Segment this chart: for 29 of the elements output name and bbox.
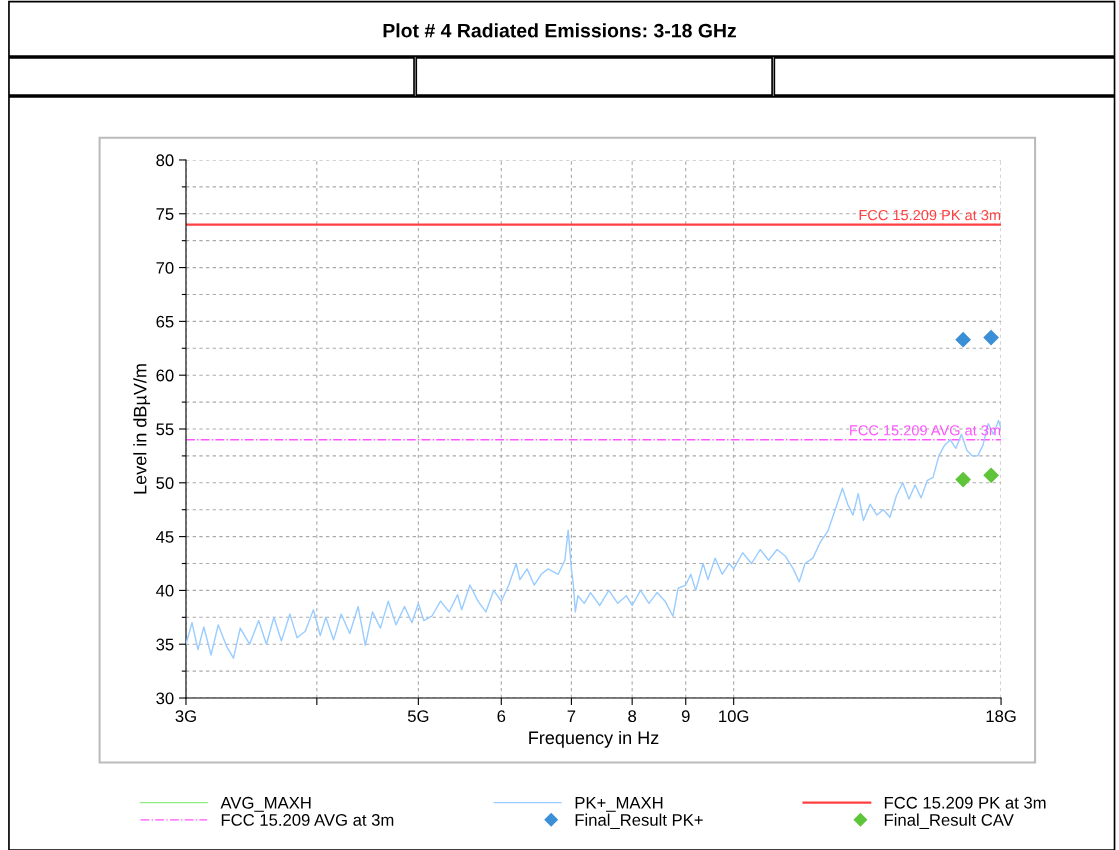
x-tick-label: 9 bbox=[681, 710, 690, 723]
x-tick-label: 7 bbox=[567, 710, 576, 722]
x-tick-label: 6 bbox=[497, 710, 506, 723]
legend-label: Final_Result CAV bbox=[884, 813, 1014, 830]
text: FCC 15.209 PK at 3m bbox=[884, 796, 1046, 809]
x-tick-label: 18G bbox=[986, 710, 1016, 723]
ref-line-label: FCC 15.209 PK at 3m bbox=[859, 209, 1001, 221]
y-tick-label: 75 bbox=[156, 208, 174, 220]
legend-label: Final_Result PK+ bbox=[575, 813, 703, 830]
y-tick-label: 55 bbox=[156, 423, 174, 436]
x-tick-label: 8 bbox=[628, 710, 637, 723]
chart-title: Plot # 4 Radiated Emissions: 3-18 GHz bbox=[383, 23, 737, 38]
legend-label: PK+_MAXH bbox=[575, 797, 663, 812]
y-axis-title: Level in dBµV/m bbox=[133, 364, 151, 494]
x-tick-label: 5G bbox=[407, 710, 429, 723]
y-tick-label: 40 bbox=[156, 584, 174, 597]
legend-label: AVG_MAXH bbox=[220, 796, 311, 812]
y-tick-label: 80 bbox=[156, 154, 174, 167]
y-tick-label: 45 bbox=[156, 531, 174, 543]
x-tick-label: 10G bbox=[719, 710, 749, 723]
y-tick-label: 60 bbox=[156, 369, 174, 382]
x-tick-label: 3G bbox=[175, 710, 196, 723]
text: FCC 15.209 AVG at 3m bbox=[221, 814, 394, 826]
y-tick-label: 35 bbox=[156, 638, 174, 651]
y-tick-label: 70 bbox=[156, 261, 174, 274]
x-axis-title: Frequency in Hz bbox=[529, 730, 659, 748]
y-tick-label: 30 bbox=[156, 692, 174, 705]
y-tick-label: 65 bbox=[156, 315, 174, 328]
y-tick-label: 50 bbox=[156, 477, 174, 489]
